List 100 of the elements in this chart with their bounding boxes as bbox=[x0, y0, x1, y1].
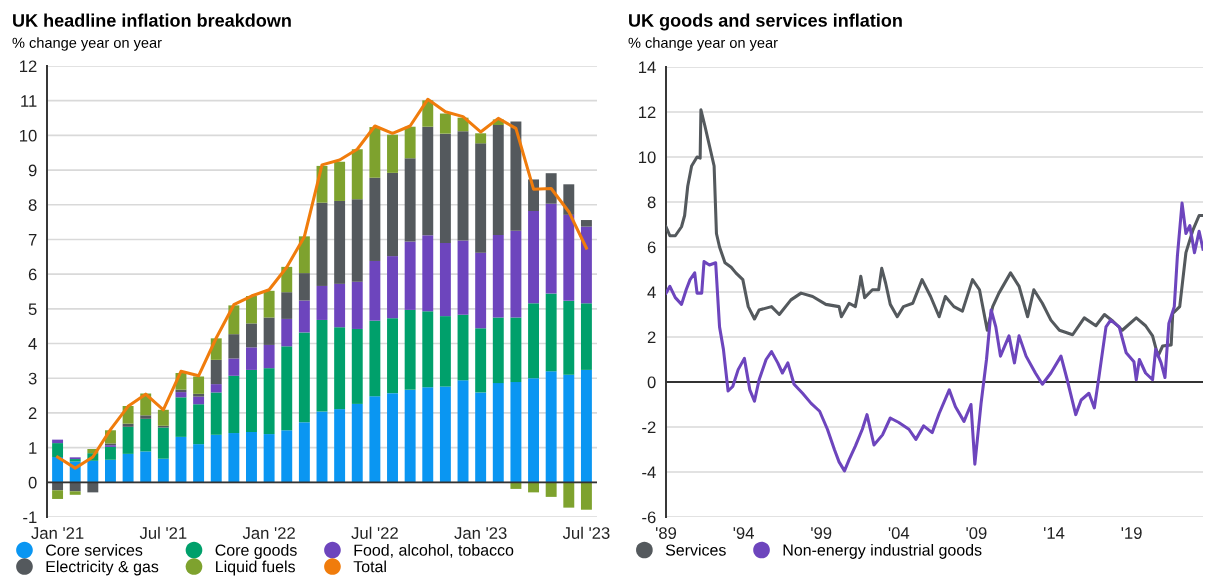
bar bbox=[105, 459, 116, 483]
y-tick-label: 12 bbox=[20, 60, 37, 73]
bar bbox=[422, 126, 434, 236]
y-tick-label: 9 bbox=[28, 164, 37, 177]
bar bbox=[545, 482, 557, 497]
legend-label: Total bbox=[353, 560, 386, 573]
bar bbox=[387, 256, 398, 319]
bar bbox=[369, 127, 381, 178]
x-tick-label: Jul '23 bbox=[562, 526, 610, 539]
y-tick-label: 2 bbox=[647, 331, 656, 344]
x-tick-label: '09 bbox=[966, 527, 987, 539]
bar bbox=[369, 260, 381, 321]
bar bbox=[193, 393, 205, 397]
bar bbox=[475, 392, 487, 483]
x-tick-label: '14 bbox=[1043, 527, 1065, 539]
bar bbox=[246, 347, 257, 370]
bar bbox=[404, 241, 416, 310]
bar bbox=[175, 397, 187, 437]
bar bbox=[475, 252, 487, 329]
legend-label: Liquid fuels bbox=[216, 560, 295, 576]
bar bbox=[563, 300, 575, 375]
bar bbox=[528, 211, 539, 304]
bar bbox=[369, 320, 381, 397]
x-tick-label: '99 bbox=[811, 527, 832, 539]
bar bbox=[457, 240, 469, 315]
bar bbox=[528, 482, 539, 493]
bar bbox=[105, 446, 116, 460]
bar bbox=[457, 314, 469, 381]
x-tick-label: '04 bbox=[888, 527, 910, 539]
bar bbox=[69, 491, 81, 495]
bar bbox=[439, 386, 451, 483]
bar bbox=[157, 427, 169, 459]
y-tick-label: 8 bbox=[28, 199, 37, 211]
chart-title: UK goods and services inflation bbox=[629, 13, 902, 31]
y-tick-label: -2 bbox=[642, 421, 656, 434]
bar bbox=[580, 303, 592, 370]
bar bbox=[316, 285, 328, 320]
x-tick-label: Jan '23 bbox=[454, 527, 507, 539]
bar bbox=[422, 311, 434, 388]
line-series bbox=[666, 201, 1203, 473]
bar bbox=[193, 444, 205, 483]
bar bbox=[563, 482, 575, 508]
bar bbox=[210, 434, 222, 483]
bar bbox=[528, 303, 539, 379]
bar bbox=[122, 426, 134, 454]
bar bbox=[334, 283, 346, 328]
bar bbox=[439, 113, 451, 134]
bar bbox=[387, 393, 398, 483]
bar bbox=[228, 375, 240, 434]
legend-label: Non-energy industrial goods bbox=[783, 544, 982, 559]
bar bbox=[281, 430, 293, 483]
bar bbox=[545, 203, 557, 294]
bar bbox=[563, 374, 575, 483]
bar bbox=[387, 318, 398, 394]
bar bbox=[263, 368, 275, 435]
x-tick-label: Jul '21 bbox=[139, 526, 187, 539]
bar bbox=[263, 344, 275, 369]
x-tick-label: Jan '21 bbox=[31, 527, 84, 539]
bar bbox=[510, 382, 522, 483]
bar bbox=[580, 226, 592, 304]
bar bbox=[263, 317, 275, 345]
y-tick-label: 6 bbox=[647, 241, 656, 254]
bar bbox=[140, 418, 152, 452]
bar bbox=[298, 422, 310, 483]
y-tick-label: 0 bbox=[28, 476, 37, 489]
bar bbox=[351, 403, 363, 483]
legend-label: Core services bbox=[46, 544, 143, 556]
y-tick-label: 4 bbox=[28, 338, 37, 350]
bar bbox=[246, 323, 257, 348]
bar bbox=[492, 383, 504, 483]
bar bbox=[404, 126, 416, 159]
bar bbox=[528, 378, 539, 483]
bar bbox=[510, 230, 522, 318]
bar bbox=[404, 309, 416, 390]
bar bbox=[580, 482, 592, 510]
bar bbox=[298, 332, 310, 423]
bar bbox=[369, 396, 381, 483]
bar bbox=[457, 380, 469, 483]
bar bbox=[210, 392, 222, 435]
line-series bbox=[56, 97, 588, 470]
chart-subtitle: % change year on year bbox=[12, 37, 162, 51]
bar bbox=[351, 149, 363, 200]
bar bbox=[492, 124, 504, 235]
x-tick-label: '19 bbox=[1121, 527, 1142, 539]
bar bbox=[281, 318, 293, 347]
bar bbox=[140, 451, 152, 483]
bar bbox=[387, 134, 398, 173]
x-tick-label: '89 bbox=[655, 527, 677, 539]
bar bbox=[457, 131, 469, 241]
bar bbox=[422, 235, 434, 312]
bar bbox=[439, 133, 451, 243]
bar bbox=[122, 423, 134, 427]
bar bbox=[475, 143, 487, 253]
bar bbox=[492, 234, 504, 318]
bar bbox=[263, 434, 275, 483]
y-tick-label: -4 bbox=[642, 466, 656, 479]
bar bbox=[298, 300, 310, 333]
bar bbox=[140, 415, 152, 419]
bar bbox=[298, 236, 310, 274]
bar bbox=[193, 404, 205, 445]
